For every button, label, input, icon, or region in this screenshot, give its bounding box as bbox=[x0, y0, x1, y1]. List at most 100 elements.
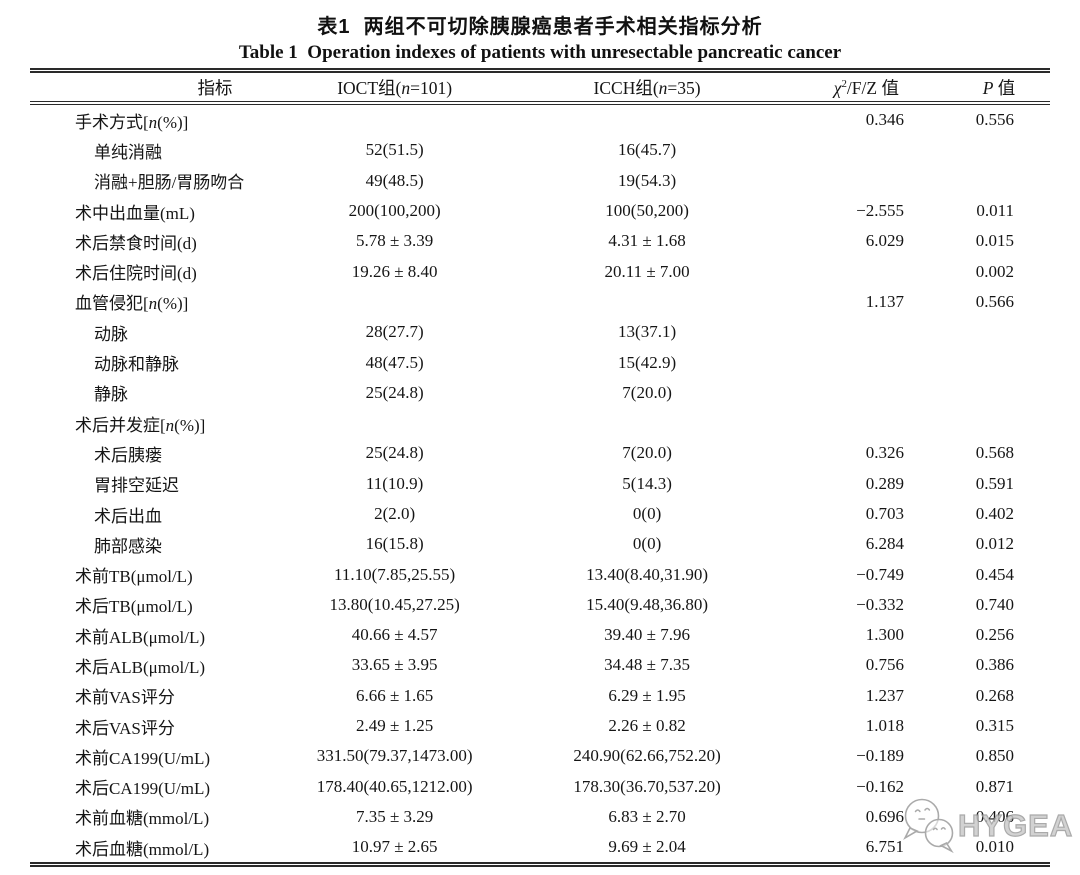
row-label: 术后血糖(mmol/L) bbox=[75, 839, 210, 859]
table-row: 术前TB(μmol/L) 11.10(7.85,25.55) 13.40(8.40,… bbox=[30, 559, 1050, 589]
row-label: 术后并发症[n(%)] bbox=[75, 415, 206, 435]
cell-p: 0.268 bbox=[975, 685, 1014, 705]
table-row: 术后住院时间(d) 19.26 ± 8.40 20.11 ± 7.00 0.002 bbox=[30, 256, 1050, 286]
cell-ioct: 52(51.5) bbox=[365, 140, 424, 160]
cell-p: 0.256 bbox=[975, 625, 1014, 645]
cell-p: 0.011 bbox=[976, 201, 1014, 221]
cell-p: 0.002 bbox=[975, 261, 1014, 281]
cell-stat bbox=[785, 378, 948, 408]
cell-ioct: 6.66 ± 1.65 bbox=[355, 685, 434, 705]
col-header-indicator: 指标 bbox=[30, 70, 280, 105]
cell-stat: 1.018 bbox=[865, 716, 904, 736]
table-row: 胃排空延迟 11(10.9) 5(14.3) 0.289 0.591 bbox=[30, 469, 1050, 499]
cell-stat: 0.756 bbox=[865, 655, 904, 675]
header-row: 指标 IOCT组(n=101) ICCH组(n=35) χ2/F/Z 值 P 值 bbox=[30, 70, 1050, 105]
cell-p: 0.454 bbox=[975, 564, 1014, 584]
table-row: 术后胰瘘 25(24.8) 7(20.0) 0.326 0.568 bbox=[30, 438, 1050, 468]
row-label: 术后CA199(U/mL) bbox=[75, 779, 211, 799]
cell-ioct: 11.10(7.85,25.55) bbox=[334, 564, 456, 584]
row-label: 手术方式[n(%)] bbox=[75, 112, 189, 132]
cell-p: 0.740 bbox=[975, 594, 1014, 614]
cell-ioct bbox=[280, 287, 510, 317]
row-label: 胃排空延迟 bbox=[94, 476, 179, 496]
col-header-ioct-group: IOCT组(n=101) bbox=[279, 70, 510, 105]
cell-p bbox=[948, 378, 1050, 408]
table-row: 术后ALB(μmol/L) 33.65 ± 3.95 34.48 ± 7.35 0.7… bbox=[30, 650, 1050, 680]
table-row: 术后VAS评分 2.49 ± 1.25 2.26 ± 0.82 1.018 0.315 bbox=[30, 711, 1050, 741]
cell-p: 0.568 bbox=[975, 443, 1014, 463]
cell-stat: 0.696 bbox=[865, 806, 904, 826]
cell-ioct: 2(2.0) bbox=[374, 504, 416, 523]
row-label: 术后住院时间(d) bbox=[75, 264, 197, 284]
cell-ioct: 5.78 ± 3.39 bbox=[355, 231, 434, 251]
cell-ioct: 178.40(40.65,1212.00) bbox=[316, 776, 473, 796]
cell-p: 0.406 bbox=[975, 806, 1014, 826]
cell-icch: 7(20.0) bbox=[622, 443, 672, 463]
table-row: 术后并发症[n(%)] bbox=[30, 408, 1050, 438]
table-row: 术前ALB(μmol/L) 40.66 ± 4.57 39.40 ± 7.96 1.3… bbox=[30, 620, 1050, 650]
table-row: 静脉 25(24.8) 7(20.0) bbox=[30, 378, 1050, 408]
table-body: 手术方式[n(%)] 0.346 0.556 单纯消融 52(51.5) 16(45.7)… bbox=[30, 103, 1050, 865]
cell-p: 0.566 bbox=[975, 291, 1014, 311]
cell-ioct: 28(27.7) bbox=[365, 322, 424, 342]
cell-icch: 15(42.9) bbox=[618, 352, 677, 372]
table-row: 手术方式[n(%)] 0.346 0.556 bbox=[30, 103, 1050, 135]
cell-p bbox=[948, 317, 1050, 347]
row-label: 术前CA199(U/mL) bbox=[75, 748, 211, 768]
cell-stat: 0.326 bbox=[865, 443, 904, 463]
cell-icch: 16(45.7) bbox=[618, 140, 677, 160]
cell-icch: 9.69 ± 2.04 bbox=[608, 837, 686, 857]
cell-p: 0.015 bbox=[975, 231, 1014, 251]
cell-icch: 6.29 ± 1.95 bbox=[608, 685, 686, 705]
cell-stat: 6.029 bbox=[865, 231, 904, 251]
cell-icch bbox=[509, 103, 784, 135]
cell-icch: 34.48 ± 7.35 bbox=[604, 655, 690, 675]
col-header-pvalue: P 值 bbox=[947, 70, 1050, 105]
cell-p: 0.386 bbox=[975, 655, 1014, 675]
cell-ioct: 33.65 ± 3.95 bbox=[351, 655, 438, 675]
cell-p bbox=[948, 408, 1050, 438]
cell-ioct: 10.97 ± 2.65 bbox=[351, 837, 438, 857]
cell-p bbox=[948, 166, 1050, 196]
cell-ioct: 2.49 ± 1.25 bbox=[355, 716, 434, 736]
cell-p: 0.591 bbox=[975, 473, 1014, 493]
cell-p: 0.871 bbox=[975, 776, 1014, 796]
table-caption-en: Table 1 Operation indexes of patients wi… bbox=[238, 42, 842, 63]
cell-stat bbox=[785, 347, 948, 377]
cell-stat: 6.751 bbox=[865, 837, 904, 857]
cell-ioct: 16(15.8) bbox=[365, 534, 424, 554]
cell-stat: 1.300 bbox=[865, 625, 904, 645]
cell-ioct: 11(10.9) bbox=[365, 473, 424, 493]
cell-stat: −0.749 bbox=[856, 564, 904, 584]
row-label: 术前ALB(μmol/L) bbox=[75, 627, 205, 647]
cell-p: 0.010 bbox=[975, 837, 1014, 857]
cell-ioct: 25(24.8) bbox=[365, 443, 424, 463]
cell-icch: 6.83 ± 2.70 bbox=[608, 806, 686, 826]
cell-ioct: 49(48.5) bbox=[365, 170, 424, 190]
cell-icch: 20.11 ± 7.00 bbox=[604, 261, 690, 281]
row-label: 肺部感染 bbox=[94, 536, 162, 556]
row-label: 术后出血 bbox=[94, 506, 162, 526]
table-row: 术前CA199(U/mL) 331.50(79.37,1473.00) 240.90… bbox=[30, 741, 1050, 771]
cell-ioct: 48(47.5) bbox=[365, 352, 424, 372]
cell-p: 0.402 bbox=[975, 504, 1014, 523]
row-label: 单纯消融 bbox=[94, 142, 162, 162]
table-row: 术后血糖(mmol/L) 10.97 ± 2.65 9.69 ± 2.04 6.751… bbox=[30, 832, 1050, 865]
cell-stat: 0.703 bbox=[865, 504, 904, 523]
cell-p: 0.315 bbox=[975, 716, 1014, 736]
cell-stat bbox=[785, 256, 948, 286]
cell-stat: −0.189 bbox=[856, 746, 904, 766]
row-label: 血管侵犯[n(%)] bbox=[75, 294, 189, 314]
row-label: 术后胰瘘 bbox=[94, 445, 162, 465]
cell-icch bbox=[509, 287, 784, 317]
cell-stat: 1.137 bbox=[865, 291, 904, 311]
cell-icch: 4.31 ± 1.68 bbox=[608, 231, 686, 251]
cell-icch bbox=[509, 408, 784, 438]
row-label: 术前VAS评分 bbox=[75, 688, 175, 708]
cell-stat: 0.289 bbox=[865, 473, 904, 493]
cell-icch: 39.40 ± 7.96 bbox=[604, 625, 690, 645]
cell-p: 0.556 bbox=[975, 110, 1014, 130]
row-label: 术后禁食时间(d) bbox=[75, 233, 197, 253]
col-header-statistic: χ2/F/Z 值 bbox=[784, 70, 948, 105]
table-row: 术中出血量(mL) 200(100,200) 100(50,200) −2.555 0.… bbox=[30, 196, 1050, 226]
